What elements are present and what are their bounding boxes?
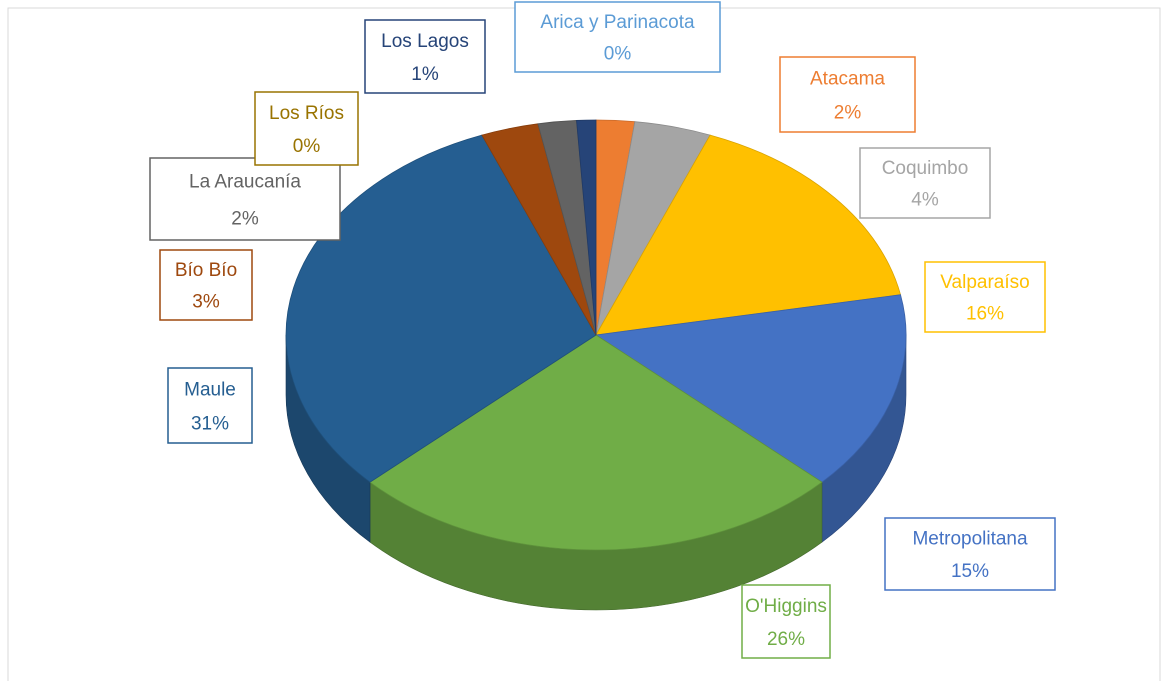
label-name: O'Higgins	[745, 596, 827, 617]
data-label: Coquimbo 4%	[859, 147, 991, 219]
label-box	[254, 91, 359, 166]
label-box	[924, 261, 1046, 333]
label-name: Valparaíso	[940, 272, 1029, 293]
data-label: Los Ríos 0%	[254, 91, 359, 166]
data-label: Maule 31%	[167, 367, 253, 444]
label-value: 31%	[191, 413, 229, 434]
label-box	[159, 249, 253, 321]
data-label: Bío Bío 3%	[159, 249, 253, 321]
label-box	[741, 584, 831, 659]
data-label: Valparaíso 16%	[924, 261, 1046, 333]
label-name: Arica y Parinacota	[540, 12, 695, 33]
label-box	[149, 157, 341, 241]
label-box	[859, 147, 991, 219]
label-name: Coquimbo	[882, 158, 969, 179]
label-name: Metropolitana	[912, 529, 1028, 550]
label-name: Los Ríos	[269, 103, 344, 124]
label-value: 1%	[411, 64, 439, 85]
label-name: Maule	[184, 380, 236, 401]
label-name: Bío Bío	[175, 260, 237, 281]
data-label: Atacama 2%	[779, 56, 916, 133]
label-box	[167, 367, 253, 444]
data-label: Los Lagos 1%	[364, 19, 486, 94]
data-label: Metropolitana 15%	[884, 517, 1056, 591]
label-box	[364, 19, 486, 94]
label-value: 3%	[192, 292, 220, 313]
label-box	[514, 1, 721, 73]
slice	[594, 294, 907, 483]
label-value: 4%	[911, 190, 939, 211]
slice	[285, 134, 597, 483]
label-value: 26%	[767, 629, 805, 650]
label-value: 0%	[604, 44, 632, 65]
slice	[576, 119, 597, 336]
label-box	[779, 56, 916, 133]
slice	[595, 134, 902, 336]
slice	[369, 334, 823, 551]
label-name: Atacama	[810, 69, 885, 90]
label-name: La Araucanía	[189, 172, 301, 193]
label-value: 0%	[293, 136, 321, 157]
data-label: La Araucanía 2%	[149, 157, 341, 241]
label-value: 15%	[951, 561, 989, 582]
data-label: O'Higgins 26%	[741, 584, 831, 659]
label-box	[884, 517, 1056, 591]
label-value: 16%	[966, 304, 1004, 325]
label-name: Los Lagos	[381, 31, 469, 52]
data-label: Arica y Parinacota 0%	[514, 1, 721, 73]
label-value: 2%	[231, 209, 259, 230]
label-value: 2%	[834, 102, 862, 123]
